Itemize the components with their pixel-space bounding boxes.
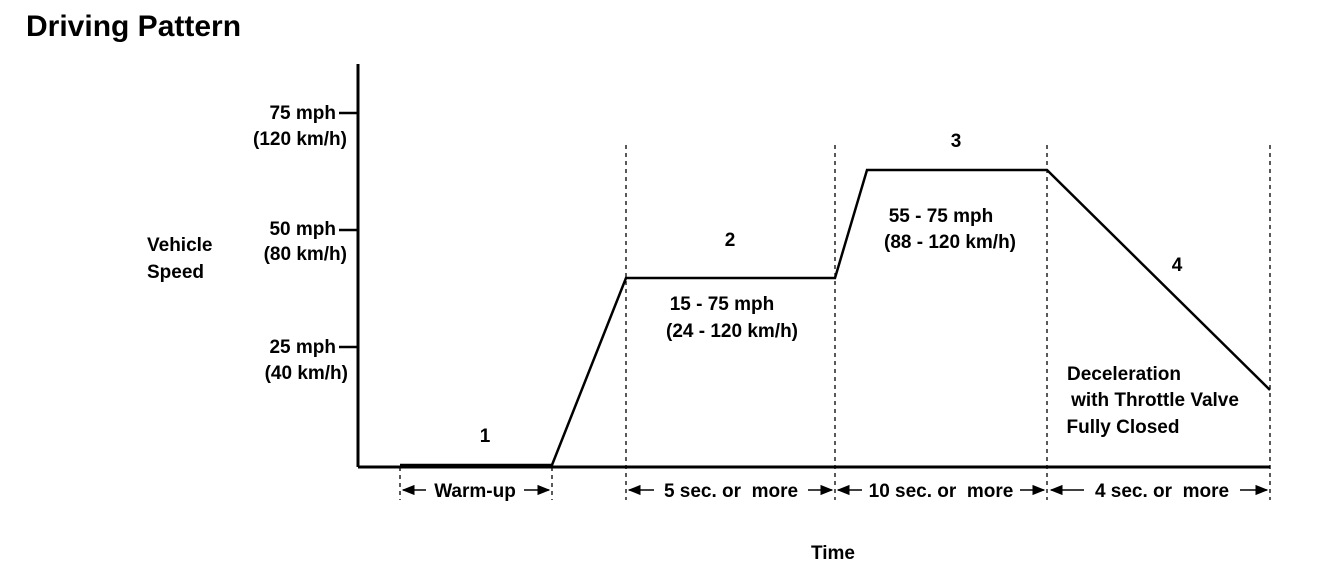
phase-4-note-line1: Deceleration	[1067, 364, 1181, 385]
y-tick-label-25-kmh: (40 km/h)	[265, 363, 348, 384]
y-axis-label-line1: Vehicle	[147, 235, 213, 256]
y-axis-label-line2: Speed	[147, 262, 204, 283]
phase-3-number: 3	[951, 131, 962, 152]
phase-4-note-line2: with Throttle Valve	[1070, 390, 1239, 411]
phase-3-speed-kmh: (88 - 120 km/h)	[884, 232, 1016, 253]
phase-3-duration-label: 10 sec. or more	[869, 481, 1014, 502]
y-tick-label-25-mph: 25 mph	[269, 337, 336, 358]
speed-profile-line	[400, 168, 1271, 467]
phase-2-speed-mph: 15 - 75 mph	[670, 294, 775, 315]
y-tick-label-75-kmh: (120 km/h)	[253, 129, 347, 150]
y-tick-label-50-kmh: (80 km/h)	[264, 244, 347, 265]
phase-2-speed-kmh: (24 - 120 km/h)	[666, 321, 798, 342]
warmup-duration-label: Warm-up	[434, 481, 516, 502]
phase-4-duration-label: 4 sec. or more	[1095, 481, 1229, 502]
phase-4-note-line3: Fully Closed	[1067, 417, 1180, 438]
diagram-title: Driving Pattern	[26, 10, 241, 43]
phase-2-duration-label: 5 sec. or more	[664, 481, 798, 502]
phase-1-number: 1	[480, 426, 491, 447]
phase-2-number: 2	[725, 230, 736, 251]
y-tick-label-50-mph: 50 mph	[269, 219, 336, 240]
phase-4-number: 4	[1172, 255, 1183, 276]
y-tick-label-75-mph: 75 mph	[269, 103, 336, 124]
phase-dividers	[399, 145, 1271, 500]
phase-3-speed-mph: 55 - 75 mph	[889, 206, 994, 227]
x-axis-label: Time	[811, 543, 855, 564]
